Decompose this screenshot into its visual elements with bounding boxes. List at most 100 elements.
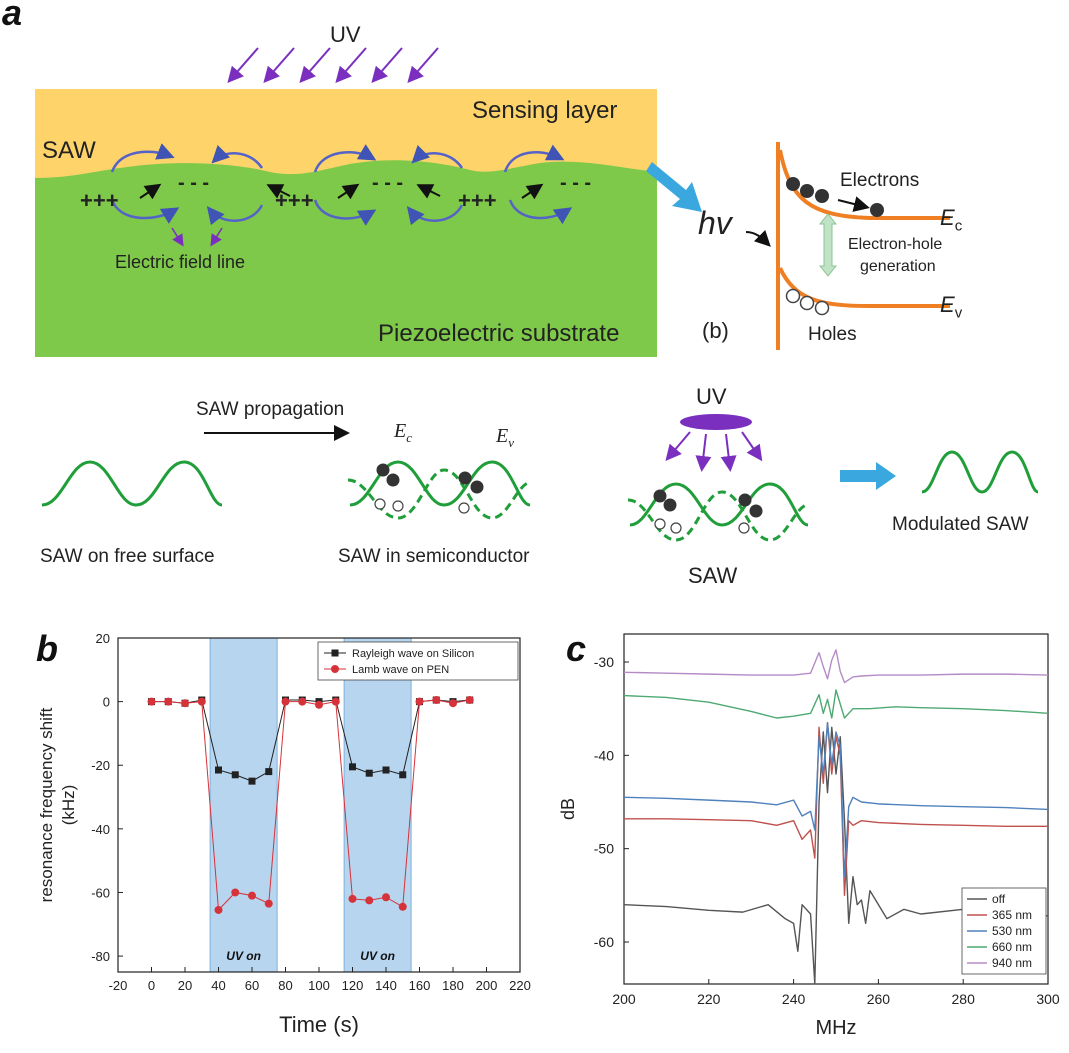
band-sublabel: (b) [702,318,729,343]
plus-charges-3: +++ [458,188,497,213]
serif-ev-label: Ev [496,425,514,451]
modulated-label: Modulated SAW [892,514,1029,535]
uv-arrows [227,47,439,84]
modulation-arrow [840,462,896,490]
field-line-label: Electric field line [115,252,246,272]
y-tick-label: 0 [103,695,110,710]
data-point [465,696,474,705]
data-point [365,769,373,777]
legend-entry: Lamb wave on PEN [352,664,449,676]
panel-b-letter: b [36,628,58,669]
minus-charges-2: - - - [372,172,404,194]
band-diagram [745,142,950,350]
serif-ec-label: Ec [394,420,412,446]
x-tick-label: 220 [697,991,721,1007]
y-tick-label: -40 [594,747,614,763]
free-surface-wave [41,460,223,507]
data-point [281,697,290,706]
x-tick-label: 100 [308,978,330,993]
data-point [365,896,374,905]
x-tick-label: 200 [612,991,636,1007]
plot-frame [117,637,521,973]
x-tick-label: 200 [476,978,498,993]
data-point [348,894,357,903]
x-tick-label: 140 [375,978,397,993]
sensing-layer-label: Sensing layer [472,97,618,124]
x-tick-label: 300 [1036,991,1060,1007]
charge-arrows [139,183,544,200]
x-tick-label: 220 [509,978,531,993]
data-point [382,893,390,902]
series-line-lamb [151,699,470,912]
legend-entry: off [992,892,1006,906]
legend-marker [331,649,339,657]
semiconductor-wave [347,460,531,520]
free-surface-label: SAW on free surface [40,546,215,567]
y-tick-label: -60 [594,934,614,950]
y-axis-label: dB [558,798,578,820]
zoom-arrow [646,162,702,212]
data-point [197,697,206,706]
serif-ec-main: E [394,420,407,442]
y-axis-label-line1: resonance frequency shift [37,707,56,902]
data-point [181,699,189,708]
x-axis-label: MHz [815,1017,856,1039]
data-point [315,700,323,709]
chart-c: 200 220 240 260 280 300 -30 -40 -50 -60 MHz dB off 36… [558,633,1060,1039]
saw-label: SAW [42,137,96,164]
modulated-wave [921,450,1039,494]
data-point [399,771,407,779]
substrate-label: Piezoelectric substrate [378,320,620,347]
minus-charges-3: - - - [560,172,592,194]
chart-b: UV on UV on-20 0 20 40 60 80 100 120 140 160 180 200… [37,631,531,1037]
x-tick-label: 0 [148,978,155,993]
propagation-label: SAW propagation [196,399,345,420]
x-tick-label: 60 [245,978,259,993]
series-line-530-nm [623,721,1049,878]
ec-label: Ec [940,205,962,234]
y-tick-label: 20 [96,631,110,646]
uv-label: UV [330,22,361,47]
generation-label-2: generation [860,258,936,275]
electrons-label: Electrons [840,170,920,191]
y-tick-label: -40 [91,822,110,837]
ec-sub: c [954,217,963,235]
generation-label-1: Electron-hole [848,236,943,253]
panel-a-letter: a [2,0,23,33]
data-point [215,766,222,774]
y-tick-label: -30 [594,654,614,670]
x-tick-label: 280 [952,991,976,1007]
y-tick-label: -20 [91,758,110,773]
legend-entry: 530 nm [992,924,1032,938]
data-point [432,696,441,705]
x-tick-label: 80 [278,978,292,993]
data-point [147,697,156,706]
x-tick-label: 260 [867,991,891,1007]
legend-box [317,641,519,681]
data-point [382,766,390,774]
data-point [231,771,239,779]
y-axis-label-line2: (kHz) [59,785,78,826]
series-line-rayleigh [151,699,470,782]
data-point [415,697,424,706]
data-point [398,902,407,911]
x-tick-label: 240 [782,991,806,1007]
legend-entry: 660 nm [992,940,1032,954]
data-point [214,905,223,914]
holes-label: Holes [808,324,857,345]
data-point [264,899,273,908]
series-line-940-nm [623,649,1049,684]
x-tick-label: 120 [342,978,364,993]
plus-charges-2: +++ [275,188,314,213]
x-tick-label: 160 [409,978,431,993]
panel-a-schematic [35,47,1039,542]
x-tick-label: 40 [211,978,225,993]
uv-lamp [680,414,752,430]
serif-ev-sub: v [508,435,514,450]
data-point [248,891,256,900]
piezoelectric-substrate [35,160,657,357]
x-axis-label: Time (s) [279,1012,359,1037]
serif-ev-main: E [496,425,509,447]
data-point [231,888,240,897]
hv-label: hv [698,205,732,241]
